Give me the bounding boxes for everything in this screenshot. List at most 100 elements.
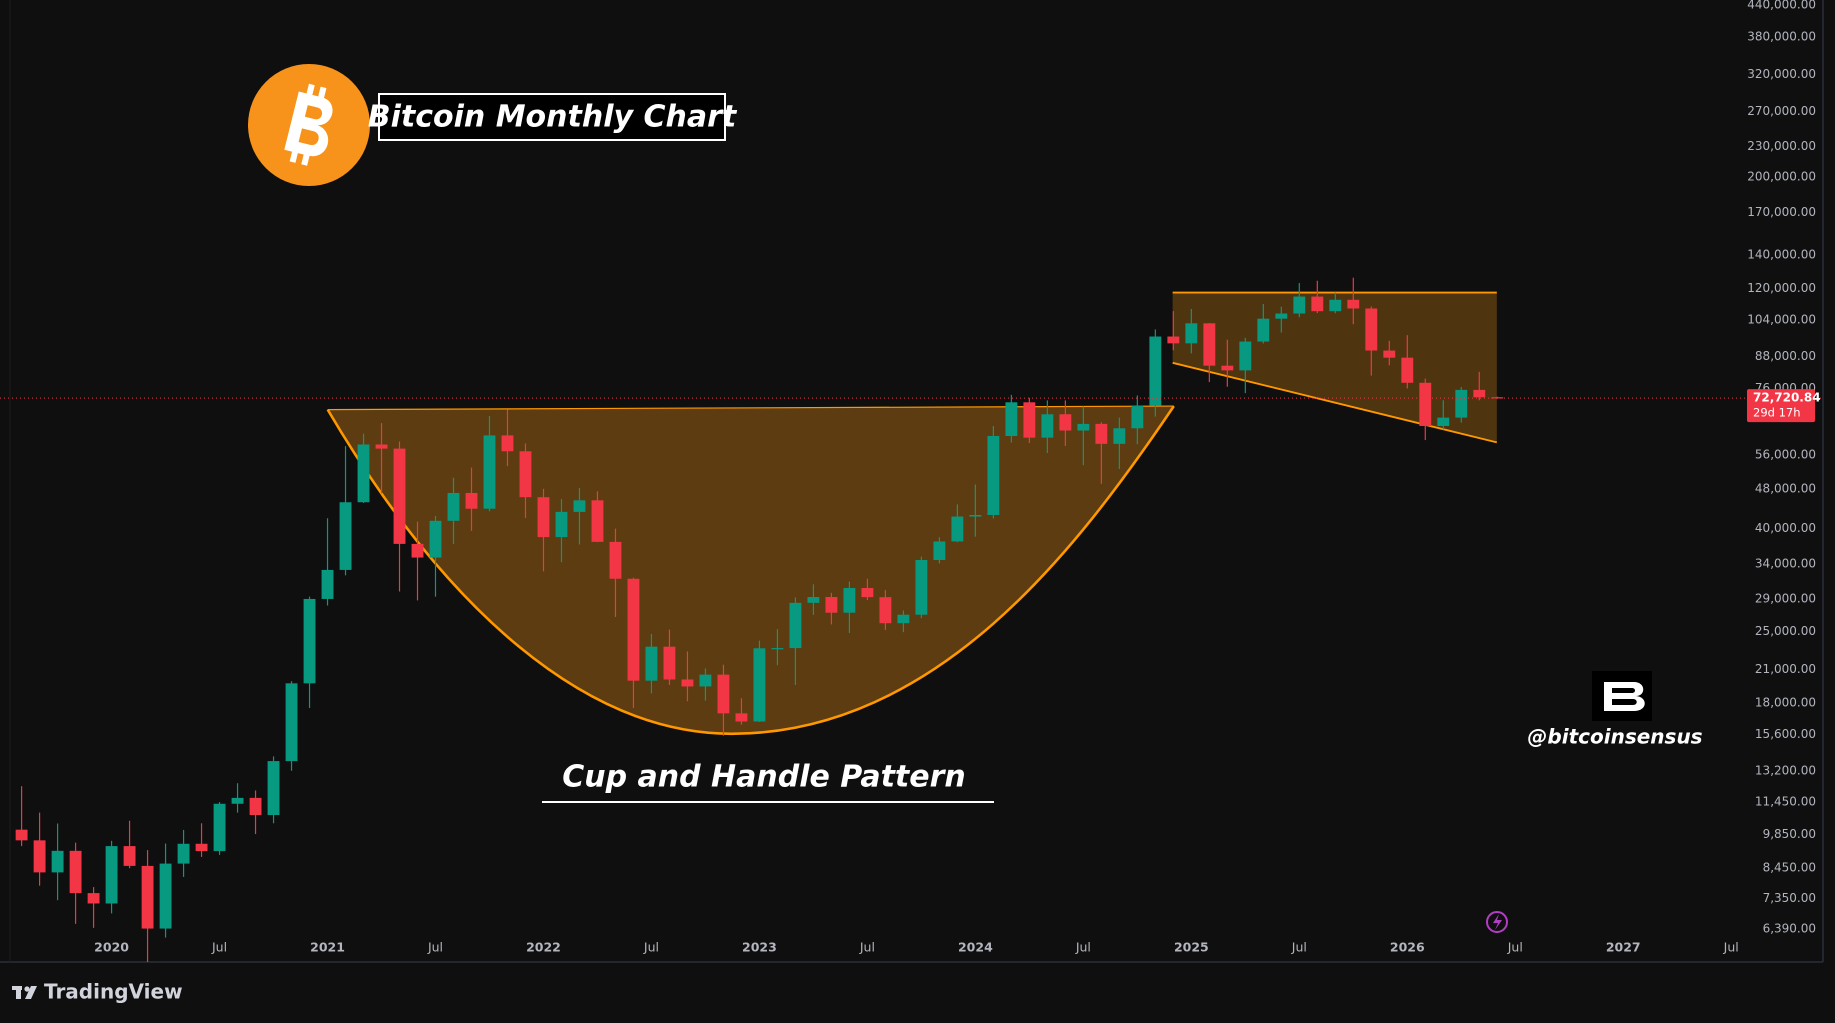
y-tick-label: 200,000.00 [1747,170,1816,184]
candle-body [1401,357,1414,383]
y-tick-label: 380,000.00 [1747,29,1816,43]
y-tick-label: 270,000.00 [1747,104,1816,118]
candle-body [609,541,622,579]
candle-body [1221,365,1234,371]
y-tick-label: 56,000.00 [1755,448,1816,462]
x-tick-label: Jul [1075,940,1091,955]
candle-body [735,713,748,722]
candle-body [789,602,802,649]
pattern-label: Cup and Handle Pattern [562,760,966,795]
candle-body [1419,382,1432,426]
x-tick-label: Jul [427,940,443,955]
watermark: @bitcoinsensus [1527,725,1702,749]
candle-body [303,598,316,684]
tradingview-logo [12,986,37,999]
candle-body [1239,341,1252,371]
watermark-logo [1592,671,1652,721]
y-tick-label: 104,000.00 [1747,312,1816,326]
candle-body [393,448,406,544]
alert-bolt [1493,914,1502,930]
y-tick-label: 11,450.00 [1755,794,1816,808]
x-tick-label: Jul [643,940,659,955]
candle-body [1095,423,1108,444]
candle-body [1203,323,1216,366]
y-tick-label: 8,450.00 [1763,861,1816,875]
y-tick-label: 25,000.00 [1755,624,1816,638]
candle-body [69,850,82,894]
candle-body [753,648,766,722]
candle-body [33,840,46,873]
candle-body [15,829,28,841]
candle-body [87,893,100,904]
candle-body [1275,313,1288,319]
candle-body [51,850,64,873]
candle-body [249,797,262,816]
y-tick-label: 9,850.00 [1763,827,1816,841]
candle-body [1059,414,1072,431]
candle-body [1005,402,1018,437]
candle-body [699,674,712,687]
y-tick-label: 440,000.00 [1747,0,1816,11]
candle-body [1473,389,1486,398]
candle-body [1293,296,1306,314]
y-tick-label: 29,000.00 [1755,591,1816,605]
candle-body [519,451,532,498]
candle-body [285,683,298,762]
y-tick-label: 40,000.00 [1755,521,1816,535]
y-tick-label: 170,000.00 [1747,205,1816,219]
candle-body [447,492,460,521]
candle-body [1167,336,1180,344]
candle-body [1149,336,1162,406]
candle-body [645,646,658,681]
candle-body [375,444,388,449]
candle-body [1113,428,1126,444]
candle-body [159,863,172,929]
y-tick-label: 120,000.00 [1747,281,1816,295]
candle-body [231,797,244,804]
y-tick-label: 48,000.00 [1755,481,1816,495]
candle-body [267,761,280,816]
candle-body [681,679,694,687]
cup-curve [326,405,1175,736]
candle-body [1311,296,1324,312]
candle-body [411,543,424,558]
x-tick-label: 2023 [742,940,777,955]
candle-body [1365,308,1378,351]
x-tick-label: Jul [1723,940,1739,955]
alert-icon [1486,911,1508,933]
x-tick-label: 2024 [958,940,993,955]
y-tick-label: 230,000.00 [1747,139,1816,153]
x-tick-label: 2026 [1390,940,1425,955]
candle-body [717,674,730,714]
candle-body [807,597,820,603]
logo-glyph [284,83,333,166]
y-tick-label: 140,000.00 [1747,248,1816,262]
candle-body [1131,405,1144,429]
y-tick-label: 34,000.00 [1755,557,1816,571]
candle-body [591,500,604,542]
candle-body [1329,299,1342,312]
x-tick-label: 2027 [1606,940,1641,955]
x-tick-label: Jul [1507,940,1523,955]
y-tick-label: 13,200.00 [1755,763,1816,777]
candle-body [465,492,478,509]
candle-body [879,597,892,624]
candle-body [1257,318,1270,342]
y-tick-label: 6,390.00 [1763,922,1816,936]
candles [15,277,1504,962]
candle-body [969,514,982,517]
candle-body [825,597,838,613]
x-tick-label: 2022 [526,940,561,955]
y-tick-label: 18,000.00 [1755,696,1816,710]
handle-fill [1172,292,1497,443]
candle-body [627,578,640,681]
candle-body [555,511,568,538]
x-tick-label: Jul [859,940,875,955]
y-tick-label: 88,000.00 [1755,349,1816,363]
candle-body [663,646,676,680]
candle-body [1185,323,1198,344]
candle-body [177,843,190,864]
candle-body [321,569,334,599]
